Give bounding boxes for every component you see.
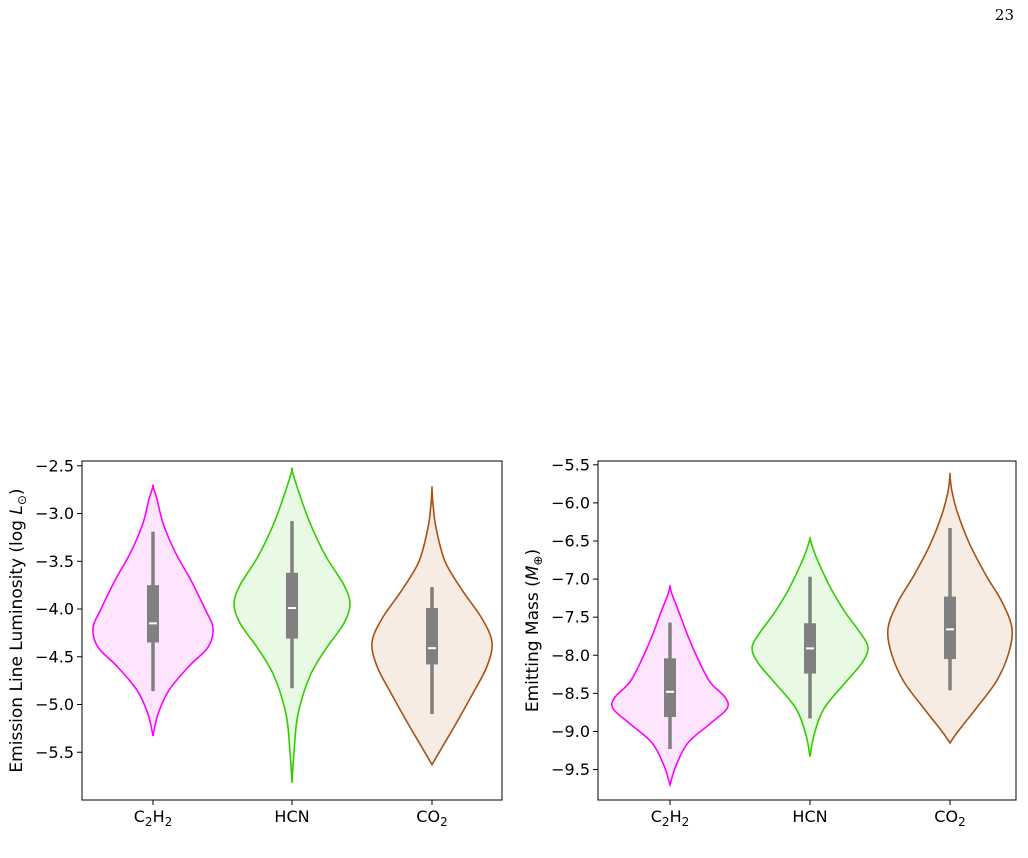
iqr-box-HCN [286,572,298,639]
y-tick-label: −8.0 [551,646,590,665]
y-tick-label: −3.5 [35,552,74,571]
iqr-box-C2H2 [664,658,676,717]
y-tick-label: −9.5 [551,760,590,779]
y-tick-label: −6.5 [551,531,590,550]
x-tick-label-HCN: HCN [792,807,827,826]
y-tick-label: −4.5 [35,647,74,666]
y-tick-label: −5.5 [35,743,74,762]
x-tick-label-HCN: HCN [274,807,309,826]
y-tick-label: −5.0 [35,695,74,714]
y-axis-label: Emitting Mass (M⊕) [523,549,545,712]
x-tick-label-C2H2: C2H2 [651,807,689,829]
iqr-box-CO2 [944,596,956,660]
y-tick-label: −7.0 [551,570,590,589]
iqr-box-CO2 [426,608,438,665]
chart-panel-1: −2.5 −3.0 −3.5 −4.0 −4.5 −5.0 −5.5 C2H2 HCN CO2 Em… [7,456,503,829]
y-tick-label: −5.5 [551,455,590,474]
x-tick-label-CO2: CO2 [934,807,965,829]
y-tick-label: −3.0 [35,504,74,523]
y-tick-label: −8.5 [551,684,590,703]
y-tick-label: −2.5 [35,456,74,475]
axes-frame [597,460,1017,801]
y-tick-label: −6.0 [551,493,590,512]
chart-panel-2: −5.5 −6.0 −6.5 −7.0 −7.5 −8.0 −8.5 −9.0 −9.5 C2H2… [523,455,1017,829]
y-axis-label: Emission Line Luminosity (log L⊙) [7,488,29,772]
page-number: 23 [994,6,1014,24]
x-tick-label-CO2: CO2 [416,807,447,829]
iqr-box-C2H2 [147,585,159,643]
y-tick-label: −7.5 [551,608,590,627]
y-tick-label: −4.0 [35,600,74,619]
y-tick-label: −9.0 [551,722,590,741]
x-tick-label-C2H2: C2H2 [134,807,172,829]
